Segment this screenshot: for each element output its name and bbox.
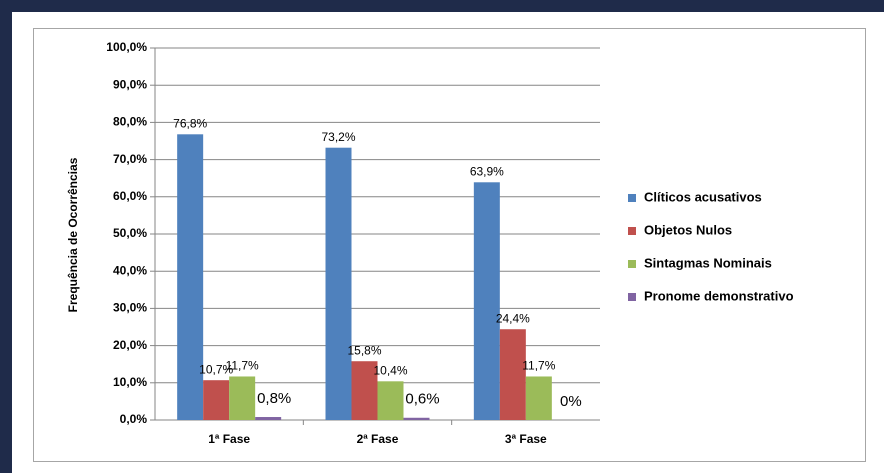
bar [203,380,230,420]
legend-swatch [628,227,636,235]
data-label: 63,9% [470,164,504,178]
legend-label: Sintagmas Nominais [644,255,772,270]
data-label: 10,7% [199,362,233,376]
y-axis-label: Frequência de Ocorrências [66,157,80,312]
bar [377,381,404,420]
data-label: 0,6% [405,391,439,408]
bar [325,147,352,421]
bar [473,182,500,420]
y-tick-label: 10,0% [113,375,147,389]
y-tick-label: 0,0% [120,412,148,426]
chart-area [33,28,866,462]
data-label: 11,7% [522,359,555,373]
bar [499,329,526,420]
bar [525,376,552,420]
y-tick-label: 90,0% [113,77,147,91]
legend-label: Clíticos acusativos [644,189,762,204]
data-label: 0% [560,393,582,410]
legend-swatch [628,260,636,268]
data-label: 73,2% [321,130,355,144]
bar [351,361,378,420]
y-tick-label: 80,0% [113,115,147,129]
x-tick-label: 1ª Fase [208,432,250,446]
data-label: 24,4% [496,311,530,325]
legend-label: Objetos Nulos [644,222,732,237]
y-tick-label: 60,0% [113,189,147,203]
legend-swatch [628,293,636,301]
bar [177,134,204,420]
y-tick-label: 70,0% [113,152,147,166]
y-tick-label: 20,0% [113,338,147,352]
bar [229,376,256,420]
data-label: 11,7% [226,359,259,373]
data-label: 10,4% [373,363,407,377]
y-tick-label: 50,0% [113,226,147,240]
x-tick-label: 3ª Fase [505,432,547,446]
y-tick-label: 100,0% [106,40,147,54]
legend-swatch [628,194,636,202]
data-label: 76,8% [173,116,207,130]
x-tick-label: 2ª Fase [357,432,399,446]
y-tick-label: 40,0% [113,263,147,277]
legend-label: Pronome demonstrativo [644,288,794,303]
data-label: 15,8% [347,343,381,357]
y-tick-label: 30,0% [113,301,147,315]
data-label: 0,8% [257,390,291,407]
bar [255,417,282,420]
bar [403,417,430,420]
